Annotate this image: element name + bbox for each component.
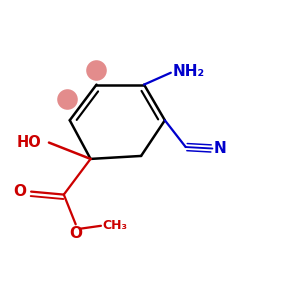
Point [64, 97, 69, 102]
Text: NH₂: NH₂ [172, 64, 204, 79]
Text: HO: HO [17, 135, 41, 150]
Text: O: O [14, 184, 27, 199]
Text: N: N [214, 141, 227, 156]
Point [94, 68, 99, 72]
Text: O: O [69, 226, 82, 241]
Text: CH₃: CH₃ [102, 219, 128, 232]
